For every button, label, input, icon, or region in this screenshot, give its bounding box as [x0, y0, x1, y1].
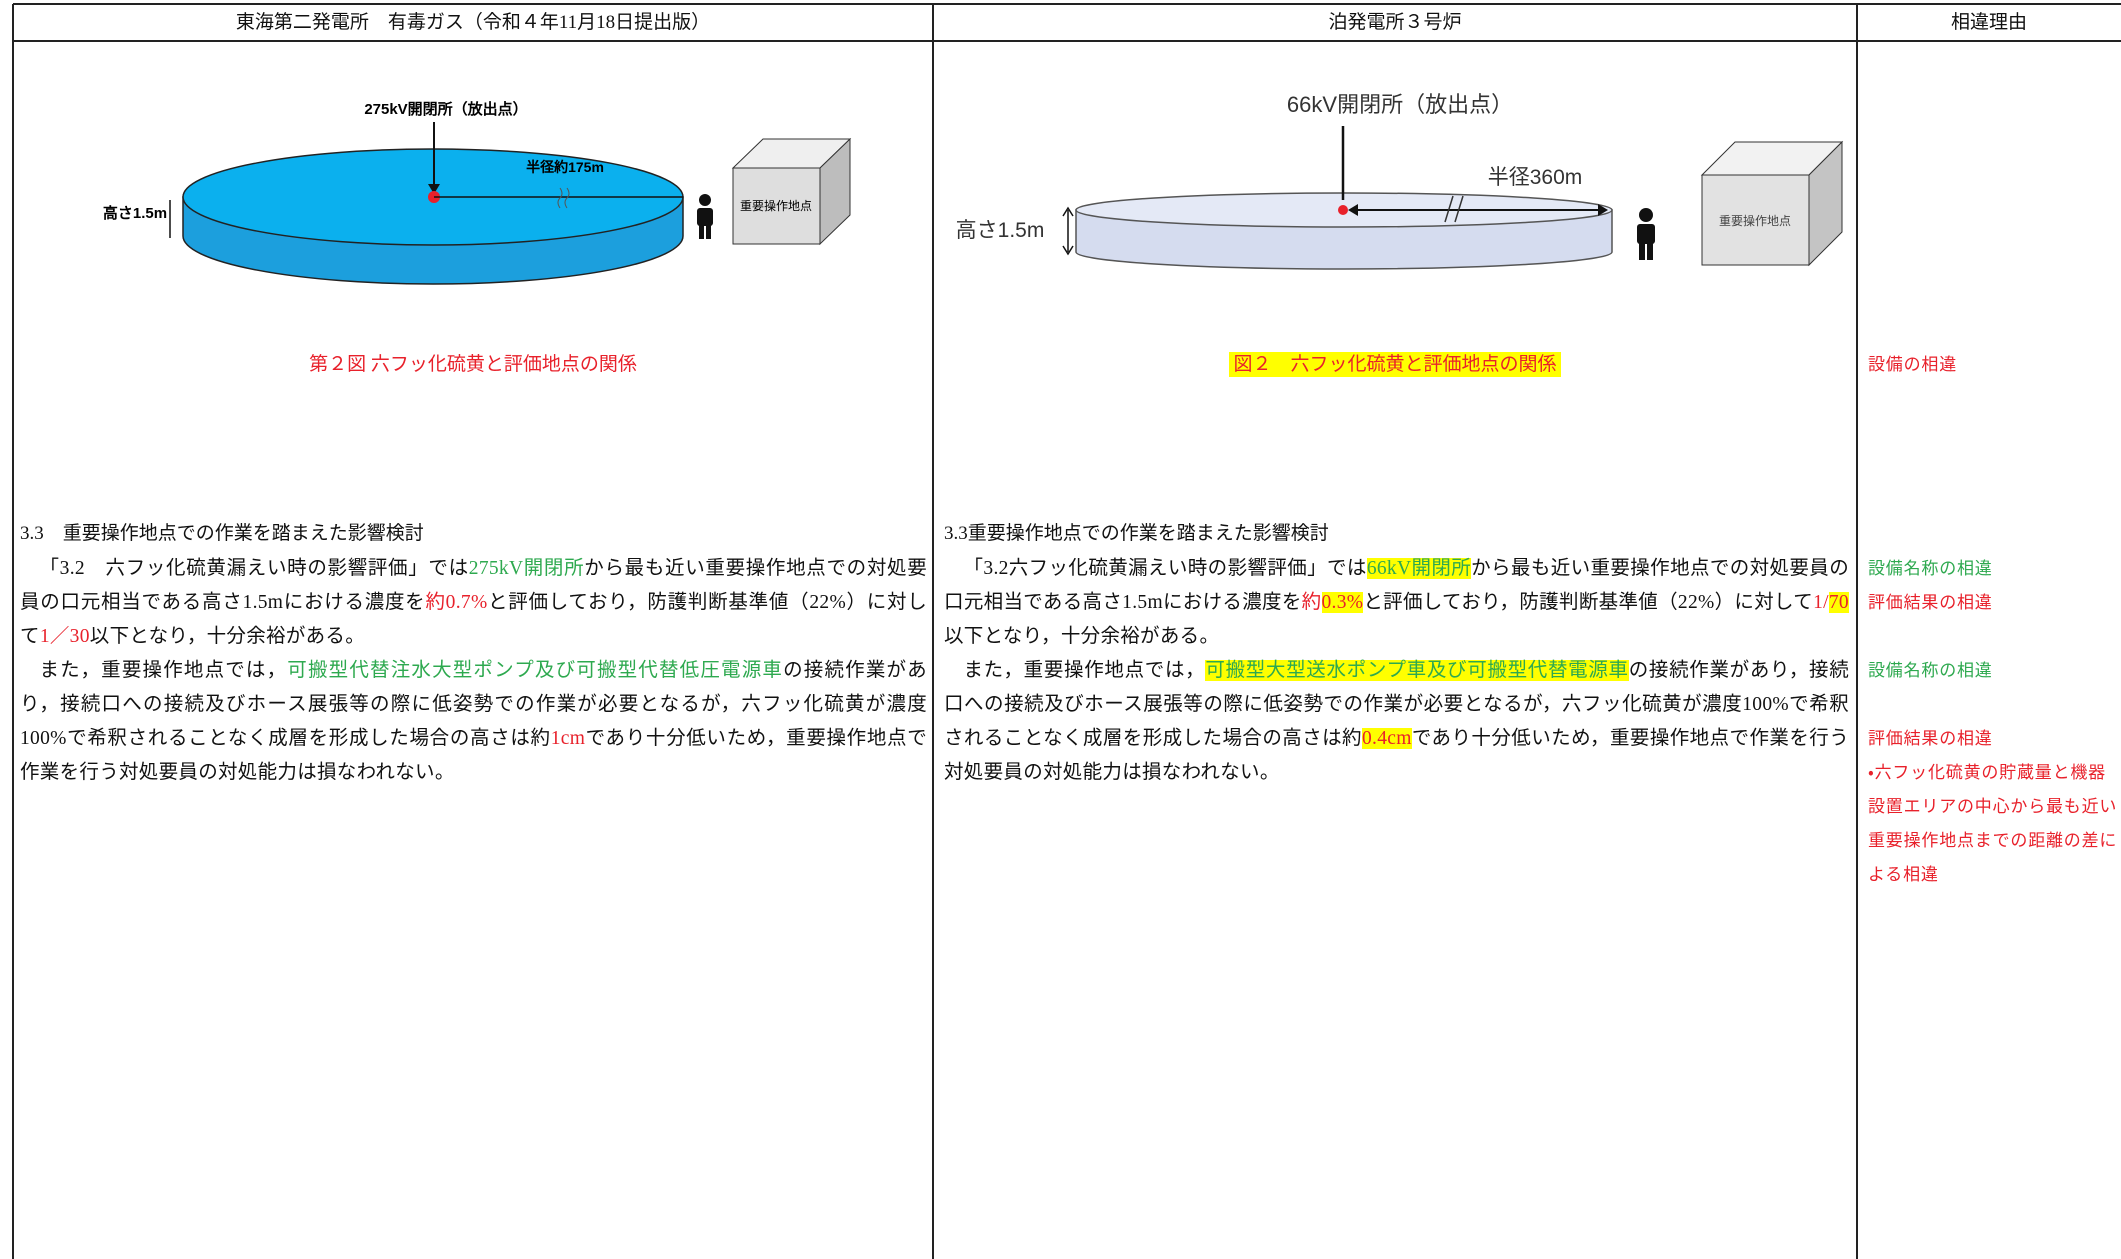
- text: 70: [1828, 592, 1849, 613]
- text: 約0.7%: [425, 592, 488, 613]
- operation-point-box: [731, 137, 852, 246]
- break-mark: [557, 187, 570, 209]
- figure-label: 半径約175m: [526, 159, 604, 175]
- text-block: 「3.2六フッ化硫黄漏えい時の影響評価」では66kV開閉所から最も近い重要操作地…: [944, 552, 1849, 790]
- section-heading: 3.3 重要操作地点での作業を踏まえた影響検討: [20, 523, 424, 544]
- text: また，重要操作地点では，: [39, 660, 288, 681]
- text: 「3.2六フッ化硫黄漏えい時の影響評価」では: [963, 558, 1367, 579]
- text: の接続作業があり，接続口への接続及びホース展張等の際に低姿勢での作業が必要となる…: [20, 660, 927, 749]
- figure-caption: 第２図 六フッ化硫黄と評価地点の関係: [13, 350, 933, 380]
- difference-note: 設備の相違: [1868, 355, 1957, 374]
- text: 可搬型代替注水大型ポンプ及び可搬型代替低圧電源車: [287, 660, 784, 681]
- text: から最も近い重要操作地点での対処要員の口元相当である高さ1.5mにおける濃度を: [944, 558, 1850, 613]
- figure-label: 275kV開閉所（放出点）: [364, 100, 527, 118]
- text: また，重要操作地点では，: [963, 660, 1206, 681]
- text: 275kV開閉所: [468, 558, 585, 579]
- text: 1/: [1813, 592, 1829, 613]
- operation-point-box: [1700, 140, 1844, 267]
- text-block: 「3.2 六フッ化硫黄漏えい時の影響評価」では275kV開閉所から最も近い重要操…: [20, 552, 927, 790]
- difference-note: 評価結果の相違: [1868, 729, 1993, 748]
- arrow-head: [1062, 206, 1074, 256]
- column-header: 東海第二発電所 有毒ガス（令和４年11月18日提出版）: [235, 12, 711, 33]
- caption-text: 第２図 六フッ化硫黄と評価地点の関係: [309, 354, 637, 375]
- figure-middle: 66kV開閉所（放出点） 半径360m 高さ1.5m 重要操作地点: [956, 92, 1844, 270]
- text: の接続作業があり，接続口への接続及びホース展張等の際に低姿勢での作業が必要となる…: [944, 660, 1850, 749]
- text: から最も近い重要操作地点での対処要員の口元相当である高さ1.5mにおける濃度を: [20, 558, 927, 613]
- text: と評価しており，防護判断基準値（22%）に対して: [20, 592, 928, 647]
- caption-text: 図２ 六フッ化硫黄と評価地点の関係: [1229, 352, 1561, 377]
- figure-caption: 図２ 六フッ化硫黄と評価地点の関係: [933, 350, 1857, 380]
- text: 以下となり，十分余裕がある。: [89, 626, 366, 647]
- text: であり十分低いため，重要操作地点で作業を行う対処要員の対処能力は損なわれない。: [20, 728, 927, 783]
- figure-label: 高さ1.5m: [956, 219, 1045, 242]
- text: 1／30: [39, 626, 90, 647]
- person: [697, 194, 713, 239]
- break-mark: [1444, 195, 1464, 223]
- difference-note: 設備名称の相違: [1868, 661, 1993, 680]
- difference-note: 評価結果の相違: [1868, 593, 1993, 612]
- person: [1637, 208, 1655, 260]
- difference-note: ・六フッ化硫黄の貯蔵量と機器設置エリアの中心から最も近い重要操作地点までの距離の…: [1868, 763, 2118, 884]
- paragraph: 「3.2六フッ化硫黄漏えい時の影響評価」では66kV開閉所から最も近い重要操作地…: [944, 552, 1849, 654]
- figure-left: 275kV開閉所（放出点） 半径約175m 高さ1.5m 重要操作地点: [103, 100, 852, 285]
- text: 可搬型大型送水ポンプ車及び可搬型代替電源車: [1205, 660, 1629, 681]
- column-header: 相違理由: [1950, 12, 2027, 33]
- text: と評価しており，防護判断基準値（22%）に対して: [1363, 592, 1814, 613]
- source-point: [1338, 205, 1348, 215]
- figure-label: 重要操作地点: [740, 198, 812, 213]
- difference-note: 設備名称の相違: [1868, 559, 1993, 578]
- text: 1cm: [550, 728, 586, 749]
- text: 0.3%: [1321, 592, 1364, 613]
- text: 0.4cm: [1361, 728, 1412, 749]
- arrow-head: [428, 184, 440, 194]
- text: 「3.2 六フッ化硫黄漏えい時の影響評価」では: [39, 558, 469, 579]
- column-header: 泊発電所３号炉: [1328, 12, 1462, 33]
- text: 約: [1301, 592, 1322, 613]
- paragraph: 「3.2 六フッ化硫黄漏えい時の影響評価」では275kV開閉所から最も近い重要操…: [20, 552, 927, 654]
- figure-label: 66kV開閉所（放出点）: [1287, 92, 1513, 117]
- text: 66kV開閉所: [1366, 558, 1472, 579]
- figure-label: 重要操作地点: [1719, 213, 1791, 228]
- text: であり十分低いため，重要操作地点で作業を行う対処要員の対処能力は損なわれない。: [944, 728, 1850, 783]
- text: 以下となり，十分余裕がある。: [944, 626, 1220, 647]
- paragraph: また，重要操作地点では，可搬型代替注水大型ポンプ及び可搬型代替低圧電源車の接続作…: [20, 654, 927, 790]
- section-heading: 3.3重要操作地点での作業を踏まえた影響検討: [944, 523, 1329, 544]
- paragraph: また，重要操作地点では，可搬型大型送水ポンプ車及び可搬型代替電源車の接続作業があ…: [944, 654, 1849, 790]
- figure-label: 高さ1.5m: [103, 204, 167, 222]
- figure-label: 半径360m: [1488, 166, 1583, 189]
